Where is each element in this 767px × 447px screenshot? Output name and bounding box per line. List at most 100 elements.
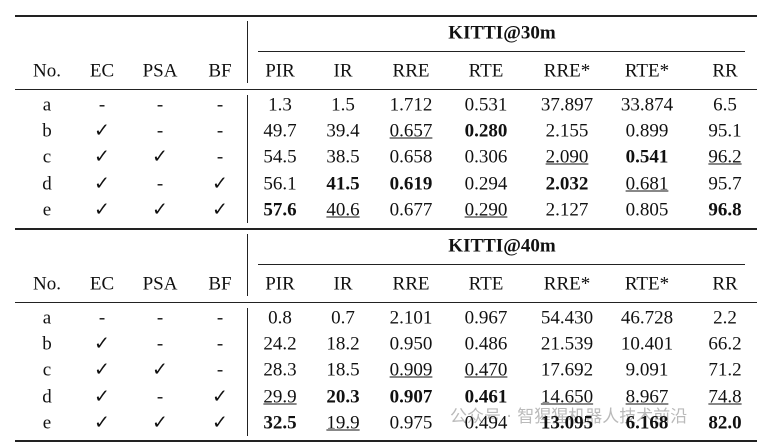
cell: 74.8 [708, 386, 742, 408]
cell: 32.5 [263, 412, 297, 434]
cell: ✓ [152, 146, 168, 168]
divider [247, 95, 248, 223]
cell: ✓ [94, 333, 110, 355]
column-header: No. [33, 273, 61, 295]
cell: 71.2 [708, 359, 742, 381]
cell: 21.539 [540, 333, 594, 355]
cell: - [216, 333, 224, 355]
cell: d [42, 386, 52, 408]
cell: 28.3 [263, 359, 297, 381]
column-header: RR [712, 60, 738, 82]
column-header: RRE [392, 60, 430, 82]
cell: - [156, 120, 164, 142]
group-header: KITTI@40m [448, 235, 556, 257]
cell: 0.306 [464, 146, 508, 168]
cell: 2.127 [545, 199, 589, 221]
cell: 14.650 [540, 386, 594, 408]
group-header: KITTI@30m [448, 22, 556, 44]
cell: 20.3 [326, 386, 360, 408]
cell: - [156, 333, 164, 355]
cell: 0.8 [268, 307, 292, 329]
divider [247, 234, 248, 296]
column-header: BF [208, 273, 232, 295]
cell: 95.7 [708, 173, 742, 195]
cell: - [216, 307, 224, 329]
cell: ✓ [152, 412, 168, 434]
cell: ✓ [94, 359, 110, 381]
column-header: RRE* [543, 60, 591, 82]
cell: 2.2 [713, 307, 737, 329]
cell: 0.950 [389, 333, 433, 355]
cell: 0.657 [389, 120, 433, 142]
cell: 0.470 [464, 359, 508, 381]
divider [247, 21, 248, 83]
column-header: EC [89, 60, 115, 82]
column-header: PIR [265, 60, 295, 82]
cell: - [156, 173, 164, 195]
cell: ✓ [94, 386, 110, 408]
cell: 54.5 [263, 146, 297, 168]
cell: ✓ [94, 199, 110, 221]
cell: e [42, 412, 52, 434]
cell: - [216, 359, 224, 381]
column-header: IR [333, 273, 353, 295]
cell: - [216, 146, 224, 168]
cell: 0.677 [389, 199, 433, 221]
cell: d [42, 173, 52, 195]
cell: 82.0 [708, 412, 742, 434]
cell: 2.155 [545, 120, 589, 142]
cell: 66.2 [708, 333, 742, 355]
column-header: RTE [468, 60, 504, 82]
cell: ✓ [212, 386, 228, 408]
cell: 0.967 [464, 307, 508, 329]
cell: - [98, 94, 106, 116]
cell: ✓ [212, 199, 228, 221]
cell: 2.101 [389, 307, 433, 329]
rule [15, 15, 757, 17]
cell: ✓ [94, 173, 110, 195]
cell: 95.1 [708, 120, 742, 142]
column-header: RRE* [543, 273, 591, 295]
cell: 24.2 [263, 333, 297, 355]
cell: c [42, 359, 52, 381]
cell: 96.8 [708, 199, 742, 221]
cell: 38.5 [326, 146, 360, 168]
column-header: RTE [468, 273, 504, 295]
cell: 37.897 [540, 94, 594, 116]
cell: 18.5 [326, 359, 360, 381]
cell: 0.294 [464, 173, 508, 195]
cell: ✓ [94, 120, 110, 142]
rule [258, 51, 745, 52]
cell: 10.401 [620, 333, 674, 355]
rule [15, 440, 757, 442]
cell: 0.541 [625, 146, 669, 168]
column-header: RTE* [624, 273, 670, 295]
column-header: PSA [142, 60, 178, 82]
cell: - [216, 120, 224, 142]
cell: 0.7 [331, 307, 355, 329]
cell: ✓ [94, 146, 110, 168]
column-header: No. [33, 60, 61, 82]
cell: 0.461 [464, 386, 508, 408]
cell: 19.9 [326, 412, 360, 434]
divider [247, 308, 248, 436]
rule [15, 89, 757, 90]
cell: 56.1 [263, 173, 297, 195]
cell: 2.032 [545, 173, 589, 195]
cell: 17.692 [540, 359, 594, 381]
cell: ✓ [212, 173, 228, 195]
cell: 0.494 [464, 412, 508, 434]
cell: 0.290 [464, 199, 508, 221]
cell: - [98, 307, 106, 329]
cell: 33.874 [620, 94, 674, 116]
cell: 0.805 [625, 199, 669, 221]
cell: a [42, 94, 52, 116]
cell: 41.5 [326, 173, 360, 195]
cell: 0.909 [389, 359, 433, 381]
watermark: 公众号 · 智猩猩机器人技术前沿 [450, 407, 688, 427]
cell: 8.967 [625, 386, 669, 408]
cell: a [42, 307, 52, 329]
cell: 0.658 [389, 146, 433, 168]
rule [15, 228, 757, 230]
